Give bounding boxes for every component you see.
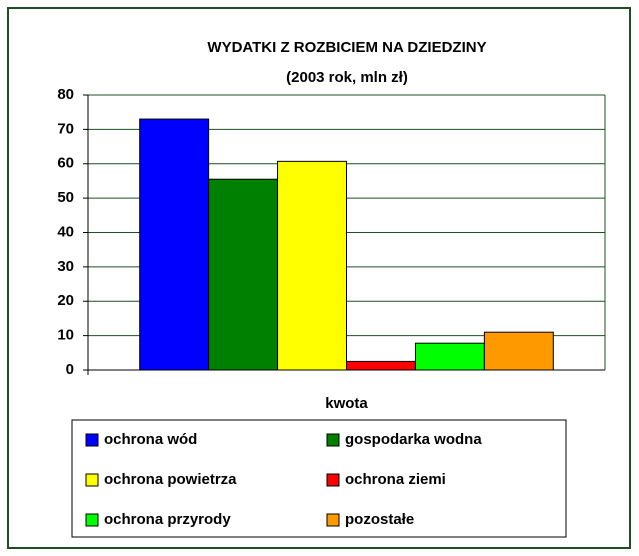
- x-tick-label: kwota: [325, 395, 368, 412]
- legend-label: ochrona powietrza: [104, 471, 237, 488]
- bar: [346, 360, 416, 371]
- legend-swatch: [85, 473, 99, 487]
- y-tick-label: 0: [66, 361, 74, 378]
- legend-label: ochrona wód: [104, 431, 197, 448]
- y-tick-label: 50: [57, 189, 74, 206]
- legend-swatch: [326, 433, 340, 447]
- chart-subtitle: (2003 rok, mln zł): [286, 69, 408, 86]
- legend-swatch: [326, 513, 340, 527]
- chart-title: WYDATKI Z ROZBICIEM NA DZIEDZINY: [207, 39, 486, 56]
- y-tick-label: 70: [57, 120, 74, 137]
- y-tick-label: 40: [57, 223, 74, 240]
- y-tick-label: 60: [57, 155, 74, 172]
- bar: [483, 331, 554, 371]
- legend-label: ochrona przyrody: [104, 511, 231, 528]
- bar: [277, 160, 348, 371]
- y-tick-label: 10: [57, 327, 74, 344]
- y-tick-label: 20: [57, 292, 74, 309]
- legend-label: gospodarka wodna: [345, 431, 482, 448]
- bar: [139, 118, 210, 371]
- legend-swatch: [326, 473, 340, 487]
- legend-box: [71, 419, 567, 538]
- bar: [414, 342, 485, 371]
- legend-label: ochrona ziemi: [345, 471, 446, 488]
- y-tick-label: 80: [57, 86, 74, 103]
- bar: [208, 178, 279, 371]
- legend-swatch: [85, 433, 99, 447]
- legend-swatch: [85, 513, 99, 527]
- y-tick-label: 30: [57, 258, 74, 275]
- legend-label: pozostałe: [345, 511, 414, 528]
